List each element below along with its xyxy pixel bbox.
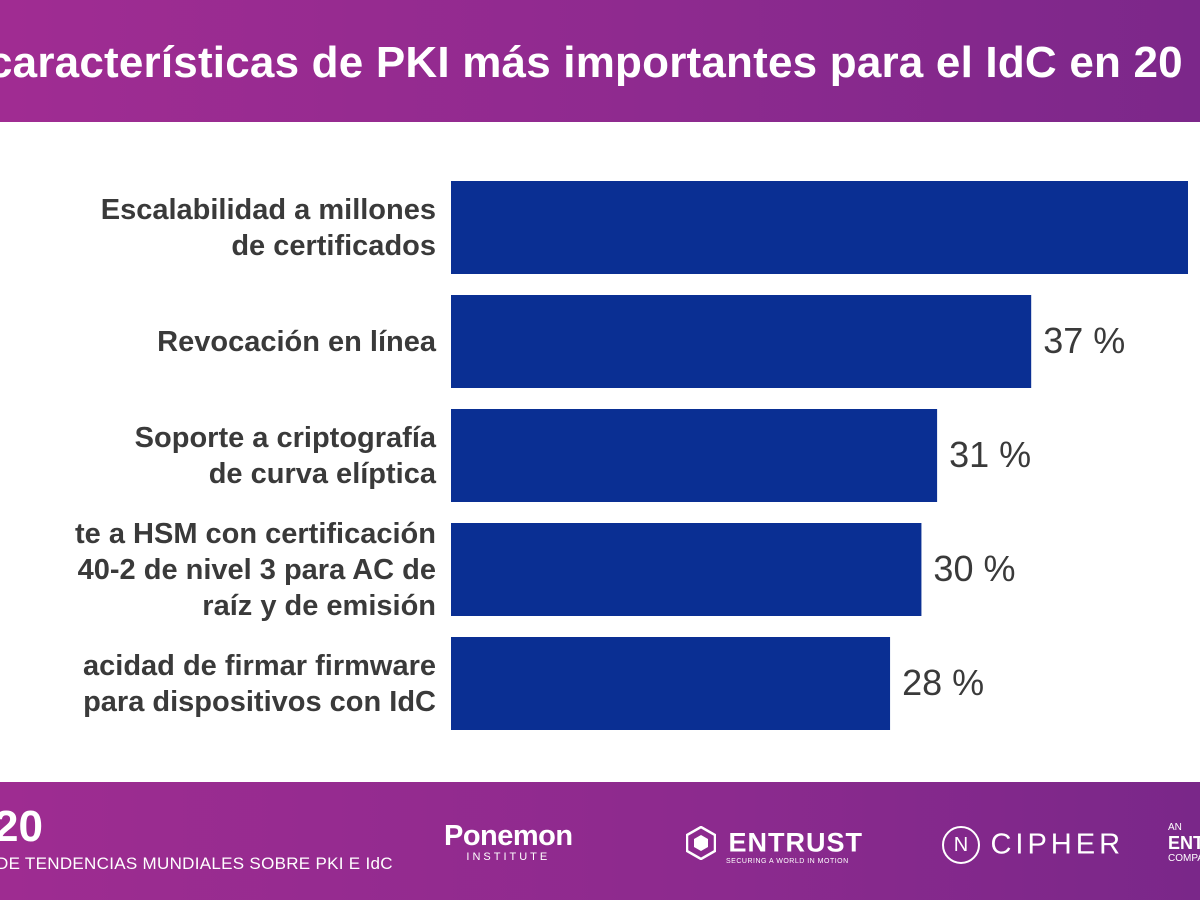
bar-chart: Escalabilidad a millones de certificados R… (0, 122, 1200, 782)
entrust-logo-text: ENTRUST (728, 827, 863, 858)
company-logo-small-text: AN (1168, 822, 1182, 833)
ncipher-logo: N CIPHER (942, 826, 1124, 864)
ponemon-logo-text: Ponemon (444, 820, 573, 852)
bar-3 (451, 409, 938, 502)
category-label-4: te a HSM con certificación 40-2 de nivel … (75, 517, 436, 622)
value-label-4: 30 % (933, 547, 1016, 589)
company-logo-company-text: COMPA (1168, 853, 1200, 864)
company-logo-big-text: ENT (1168, 833, 1200, 853)
entrust-logo: ENTRUST SECURING A WORLD IN MOTION (686, 826, 863, 865)
bar-1 (451, 181, 1188, 274)
footer-banner: 20 DE TENDENCIAS MUNDIALES SOBRE PKI E I… (0, 782, 1200, 900)
category-label-2: Revocación en línea (157, 325, 436, 358)
ponemon-logo-subtext: INSTITUTE (466, 851, 551, 863)
ncipher-circle-icon: N (942, 826, 980, 864)
value-label-3: 31 % (949, 433, 1032, 475)
bar-2 (451, 295, 1032, 388)
category-label-3: Soporte a criptografía de curva elíptica (134, 421, 436, 490)
entrust-hexagon-icon (686, 826, 716, 860)
entrust-company-logo: AN ENT COMPA (1168, 822, 1200, 864)
bar-chart-svg (451, 181, 1188, 730)
footer-report-title: DE TENDENCIAS MUNDIALES SOBRE PKI E IdC (0, 854, 393, 873)
category-label-5: acidad de firmar firmware para dispositiv… (83, 649, 436, 718)
ncipher-logo-text: CIPHER (990, 828, 1125, 861)
header-banner: características de PKI más importantes p… (0, 0, 1200, 122)
category-label-1: Escalabilidad a millones de certificados (100, 193, 436, 262)
bar-5 (451, 637, 891, 730)
value-label-2: 37 % (1043, 319, 1126, 361)
chart-title: características de PKI más importantes p… (0, 38, 1183, 87)
footer-year: 20 (0, 802, 43, 851)
ponemon-logo: Ponemon INSTITUTE (444, 820, 573, 863)
bar-4 (451, 523, 922, 616)
value-label-5: 28 % (902, 661, 985, 703)
entrust-tagline: SECURING A WORLD IN MOTION (726, 858, 849, 865)
